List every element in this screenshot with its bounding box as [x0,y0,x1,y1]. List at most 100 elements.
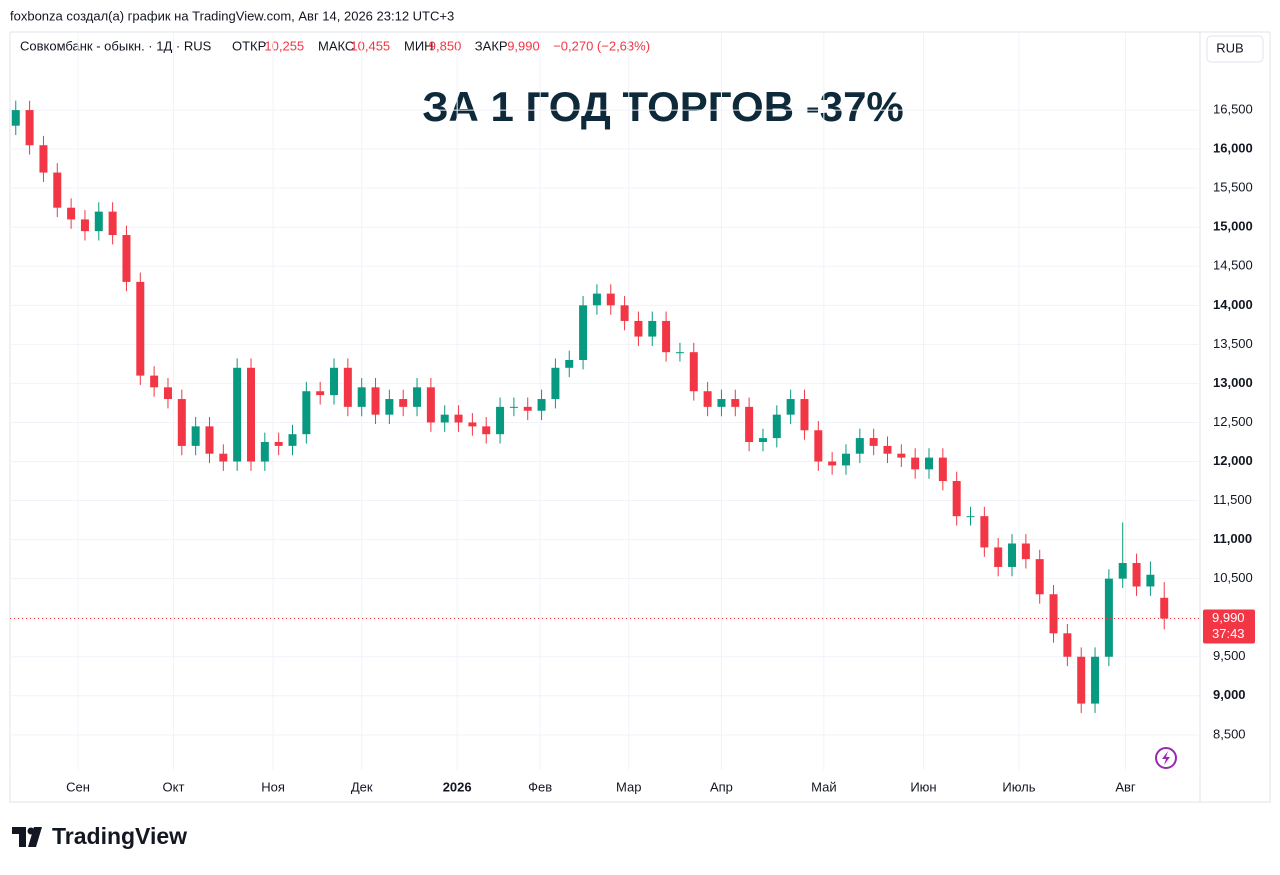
x-tick-label: Окт [163,779,185,794]
candle-body [745,406,754,442]
y-tick-label: 14,500 [1213,258,1253,273]
candle-body [39,145,48,173]
y-tick-label: 9,500 [1213,648,1246,663]
candle-body [413,387,422,407]
candle-body [731,399,740,407]
ohlc-label: МИН [404,38,434,53]
candle-body [150,375,159,388]
chart-title: ЗА 1 ГОД ТОРГОВ -37% [422,83,904,130]
y-tick-label: 10,500 [1213,570,1253,585]
candle-body [1035,559,1044,595]
candle-body [551,367,560,400]
x-tick-label: Апр [710,779,733,794]
candle-body [496,406,505,435]
y-tick-label: 15,500 [1213,180,1253,195]
candle-body [828,461,837,466]
y-tick-label: 15,000 [1213,219,1253,234]
candle-body [911,457,920,470]
ohlc-label: МАКС [318,38,354,53]
ohlc-value: 10,255 [264,38,304,53]
candle-body [925,457,934,470]
y-tick-label: 13,500 [1213,336,1253,351]
currency: RUB [1216,40,1243,55]
candle-body [233,367,242,462]
candle-body [468,422,477,427]
candle-body [122,235,131,282]
candle-body [11,110,20,126]
candle-body [897,453,906,458]
candle-body [634,320,643,337]
symbol: Совкомбанк - обыкн. · 1Д · RUS [20,38,212,53]
ohlc-label: ОТКР [232,38,266,53]
candle-body [357,387,366,407]
currency-box [1206,35,1264,63]
candle-body [841,453,850,466]
x-tick-label: Май [811,779,836,794]
y-tick-label: 9,000 [1213,687,1246,702]
candle-body [53,172,62,208]
y-tick-label: 12,000 [1213,453,1253,468]
candle-body [814,430,823,462]
lightning-glyph [1162,751,1170,765]
ohlc-value: 9,990 [507,38,540,53]
candle-body [758,438,767,442]
candle-body [219,453,228,462]
candle-body [371,387,380,415]
candle-body [938,457,947,482]
y-tick-label: 14,000 [1213,297,1253,312]
logo [12,827,42,847]
candle-body [883,445,892,454]
candle-body [1104,578,1113,657]
x-tick-label: Июн [910,779,936,794]
candle-body [67,207,76,220]
candle-body [717,399,726,407]
candle-body [579,305,588,360]
candle-body [94,211,103,232]
candle-body [399,399,408,407]
y-tick-label: 13,000 [1213,375,1253,390]
candle-body [163,387,172,400]
y-tick-label: 11,500 [1213,492,1252,507]
x-tick-label: Фев [528,779,552,794]
candle-body [592,293,601,306]
candle-body [1077,656,1086,704]
candle-body [1160,597,1169,619]
x-tick-label: 2026 [443,779,472,794]
y-tick-label: 12,500 [1213,414,1253,429]
candle-body [980,516,989,548]
candle-body [177,399,186,446]
candle-body [1049,594,1058,634]
candle-body [772,414,781,439]
author-line: foxbonza создал(а) график на TradingView… [10,8,454,23]
candle-body [869,438,878,446]
candle-body [1118,563,1127,579]
candle-body [675,352,684,354]
lightning-icon[interactable] [1155,747,1177,769]
candle-body [288,434,297,446]
candle-body [952,481,961,517]
x-tick-label: Июль [1002,779,1035,794]
candle-body [330,367,339,396]
chart-frame [9,31,1271,803]
candle-body [343,367,352,407]
candle-body [689,352,698,392]
candle-body [786,399,795,415]
candle-body [509,406,518,408]
candle-body [662,320,671,353]
candle-body [274,441,283,446]
y-tick-label: 16,000 [1213,141,1253,156]
candle-body [1091,656,1100,704]
candle-body [855,438,864,454]
candle-body [606,293,615,306]
brand: TradingView [52,823,187,849]
candle-body [316,391,325,396]
x-tick-label: Авг [1115,779,1136,794]
candle-body [994,547,1003,567]
candle-body [302,391,311,435]
candle-body [205,426,214,454]
candle-body [440,414,449,423]
candle-body [648,320,657,337]
candle-body [191,426,200,446]
